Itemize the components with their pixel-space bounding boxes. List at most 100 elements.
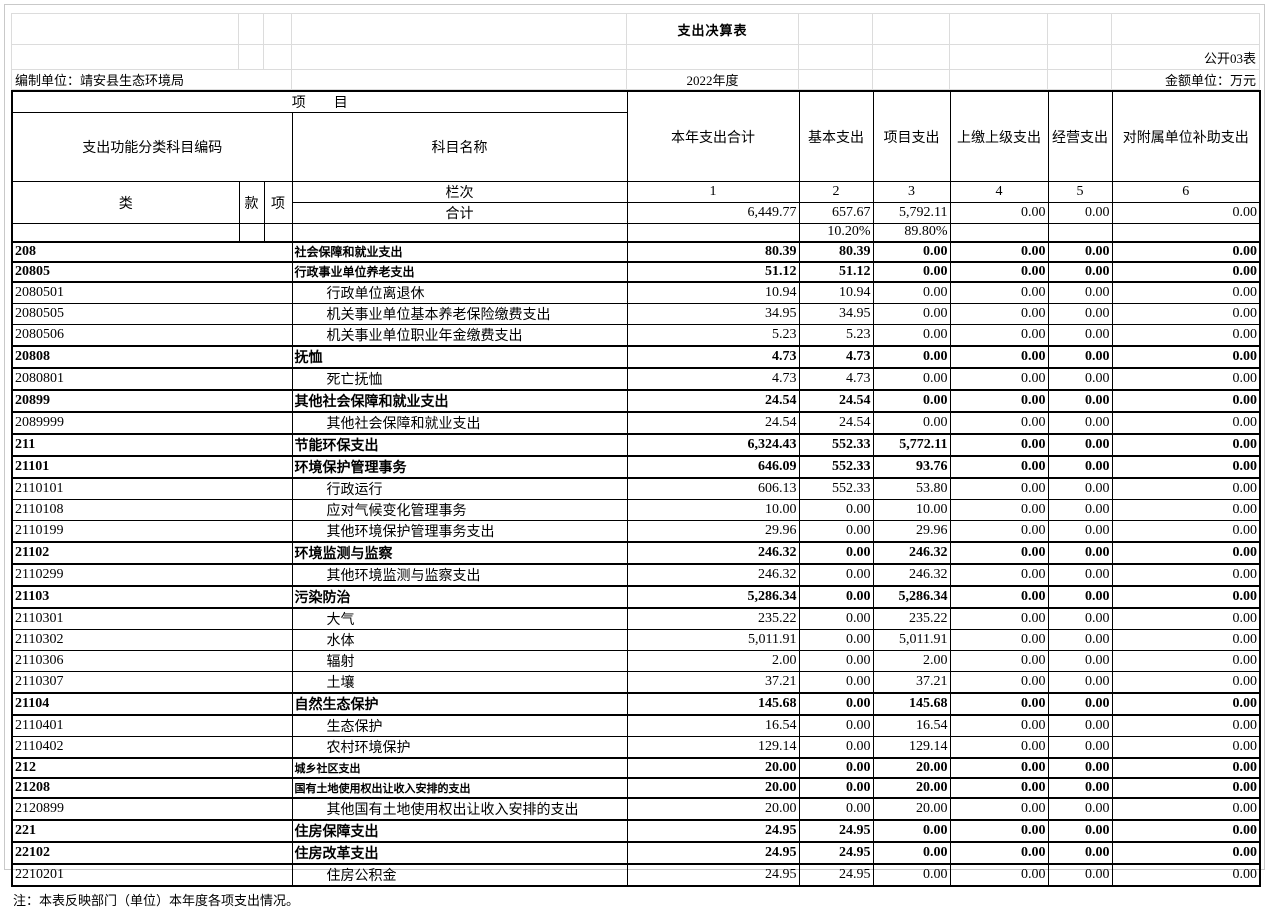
footnote: 注：本表反映部门（单位）本年度各项支出情况。 [13,892,300,908]
row-value-cell: 0.00 [1111,367,1261,390]
section-header: 款 [238,181,265,224]
table-row: 21208 国有土地使用权出让收入安排的支出 20.00 0.00 20.00 0.00 0… [11,776,1261,799]
prepared-by-row: 编制单位：靖安县生态环境局 2022年度 金额单位：万元 [11,69,1260,90]
row-value-cell: 80.39 [626,240,800,263]
row-value-cell: 0.00 [1111,240,1261,263]
row-name-cell: 住房改革支出 [291,840,628,865]
row-value-cell: 246.32 [626,563,800,586]
meta-cell [798,69,873,90]
table-row: 221 住房保障支出 24.95 24.95 0.00 0.00 0.00 0.00 [11,818,1261,843]
row-value-cell: 53.80 [872,477,951,500]
row-code-cell: 2110101 [11,477,293,500]
row-code-cell: 21208 [11,776,293,799]
row-value-cell: 0.00 [872,388,951,413]
row-name-cell: 抚恤 [291,344,628,369]
row-value-cell: 0.00 [872,302,951,325]
row-code-cell: 2110199 [11,519,293,542]
row-code-cell: 21101 [11,454,293,479]
row-value-cell: 16.54 [872,714,951,737]
meta-cell [872,69,950,90]
table-code-row: 公开03表 [11,44,1260,70]
code-column-header: 支出功能分类科目编码 [11,112,293,182]
row-value-cell: 0.00 [1047,691,1113,716]
table-body: 208 社会保障和就业支出 80.39 80.39 0.00 0.00 0.00 0.00 20… [11,240,1261,886]
total-value: 0.00 [949,202,1049,224]
row-code-cell: 2110306 [11,649,293,672]
row-value-cell: 0.00 [1111,563,1261,586]
row-code-cell: 2080506 [11,323,293,346]
row-value-cell: 0.00 [798,519,874,542]
row-value-cell: 0.00 [1111,454,1261,479]
meta-cell [291,44,627,70]
subject-name-header: 科目名称 [291,112,628,182]
row-name-cell: 城乡社区支出 [291,756,628,779]
row-value-cell: 20.00 [626,756,800,779]
row-value-cell: 0.00 [798,691,874,716]
row-value-cell: 235.22 [626,607,800,630]
row-value-cell: 552.33 [798,432,874,457]
meta-cell [949,69,1048,90]
meta-cell [11,44,239,70]
column-header-subsidy: 对附属单位补助支出 [1111,90,1261,182]
row-name-cell: 应对气候变化管理事务 [291,498,628,521]
row-value-cell: 0.00 [949,240,1049,263]
row-value-cell: 20.00 [872,756,951,779]
table-row: 211 节能环保支出 6,324.43 552.33 5,772.11 0.00 0.00 0… [11,432,1261,457]
row-value-cell: 0.00 [1111,691,1261,716]
row-value-cell: 0.00 [949,540,1049,565]
row-value-cell: 0.00 [872,344,951,369]
column-number: 1 [626,181,800,203]
row-value-cell: 0.00 [949,840,1049,865]
fiscal-year-label: 2022年度 [626,69,799,90]
row-value-cell: 0.00 [1047,388,1113,413]
total-value: 657.67 [798,202,874,224]
row-value-cell: 0.00 [949,498,1049,521]
row-value-cell: 0.00 [949,563,1049,586]
row-name-cell: 行政事业单位养老支出 [291,260,628,283]
row-code-cell: 2110299 [11,563,293,586]
row-code-cell: 2080501 [11,281,293,304]
row-value-cell: 24.95 [626,818,800,843]
row-value-cell: 0.00 [1111,649,1261,672]
meta-cell [1047,13,1112,45]
row-value-cell: 0.00 [1047,302,1113,325]
row-code-cell: 2110401 [11,714,293,737]
table-row: 2110307 土壤 37.21 0.00 37.21 0.00 0.00 0.00 [11,670,1261,693]
row-value-cell: 0.00 [949,735,1049,758]
meta-cell [872,13,950,45]
row-value-cell: 0.00 [1111,498,1261,521]
row-value-cell: 5,011.91 [626,628,800,651]
prepared-by-label: 编制单位：靖安县生态环境局 [11,69,292,90]
row-value-cell: 0.00 [798,776,874,799]
row-value-cell: 246.32 [872,540,951,565]
item-header: 项 [263,181,293,224]
row-code-cell: 2110402 [11,735,293,758]
row-value-cell: 0.00 [798,735,874,758]
row-value-cell: 0.00 [1111,411,1261,434]
row-value-cell: 4.73 [798,344,874,369]
row-value-cell: 0.00 [949,388,1049,413]
row-name-cell: 环境监测与监察 [291,540,628,565]
row-value-cell: 24.54 [798,388,874,413]
total-value: 5,792.11 [872,202,951,224]
row-value-cell: 0.00 [1111,388,1261,413]
table-row: 20899 其他社会保障和就业支出 24.54 24.54 0.00 0.00 0.00 0.… [11,388,1261,413]
table-row: 2080506 机关事业单位职业年金缴费支出 5.23 5.23 0.00 0.00 0.0… [11,323,1261,346]
row-code-cell: 2110301 [11,607,293,630]
row-name-cell: 其他环境保护管理事务支出 [291,519,628,542]
row-value-cell: 24.54 [626,411,800,434]
row-value-cell: 235.22 [872,607,951,630]
row-value-cell: 0.00 [1047,714,1113,737]
row-code-cell: 20808 [11,344,293,369]
empty-cell [291,223,628,242]
row-value-cell: 0.00 [949,367,1049,390]
percent-row: 10.20% 89.80% [11,223,1261,242]
row-value-cell: 5.23 [798,323,874,346]
row-value-cell: 246.32 [626,540,800,565]
row-value-cell: 0.00 [872,367,951,390]
row-value-cell: 0.00 [1111,735,1261,758]
row-code-cell: 21102 [11,540,293,565]
table-row: 2120899 其他国有土地使用权出让收入安排的支出 20.00 0.00 20.00 0… [11,797,1261,820]
row-name-cell: 水体 [291,628,628,651]
row-value-cell: 0.00 [949,776,1049,799]
